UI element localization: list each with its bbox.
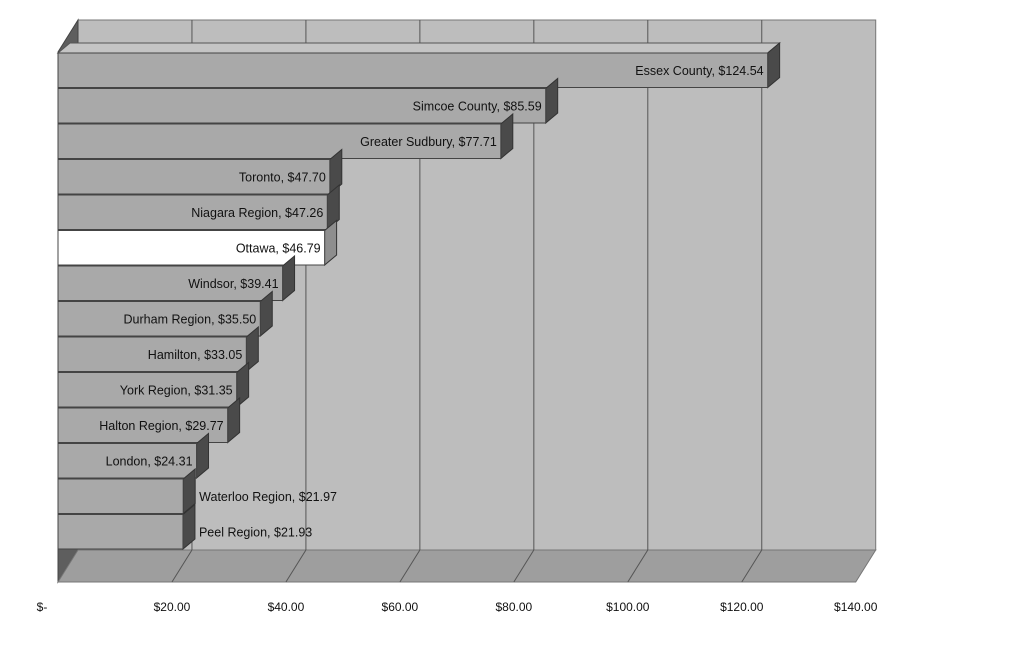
bar-front: [57, 159, 331, 195]
bar: [57, 112, 514, 160]
x-tick-label: $120.00: [720, 600, 764, 614]
bar: [57, 396, 241, 444]
bar-front: [57, 372, 238, 408]
bar: [57, 77, 559, 125]
bar-label: Halton Region, $29.77: [99, 419, 223, 433]
bar-label: London, $24.31: [106, 454, 193, 468]
bar-front: [57, 52, 769, 88]
bar-front: [57, 514, 184, 550]
bar-front: [57, 478, 184, 514]
bar-front: [57, 88, 547, 124]
gridline-floor: [285, 549, 307, 583]
bar: [57, 503, 196, 551]
x-tick-label: $140.00: [834, 600, 878, 614]
bar-label: Niagara Region, $47.26: [191, 206, 323, 220]
bar-label: Ottawa, $46.79: [236, 241, 321, 255]
bar-front: [57, 407, 229, 443]
bar: [57, 325, 259, 373]
bar-label: Waterloo Region, $21.97: [199, 490, 337, 504]
bar: [57, 219, 338, 267]
bar-label: Essex County, $124.54: [635, 64, 763, 78]
bar-front: [57, 194, 328, 230]
gridline-floor: [171, 549, 193, 583]
x-tick-label: $-: [37, 600, 48, 614]
bar: [57, 467, 196, 515]
bar-label: Durham Region, $35.50: [124, 312, 257, 326]
bar: [57, 148, 343, 196]
gridline-floor: [741, 549, 763, 583]
bar-front: [57, 265, 284, 301]
bar-label: Greater Sudbury, $77.71: [360, 135, 497, 149]
bar: [57, 254, 296, 302]
bar: [56, 41, 782, 89]
bar-front: [57, 123, 502, 159]
x-tick-label: $60.00: [382, 600, 419, 614]
bar: [57, 183, 340, 231]
gridline-floor: [399, 549, 421, 583]
chart-bars: [56, 41, 782, 551]
chart-bar-labels: Essex County, $124.54 Simcoe County, $85.…: [99, 64, 763, 540]
x-tick-label: $40.00: [268, 600, 305, 614]
bar-label: Simcoe County, $85.59: [413, 99, 542, 113]
gridline-floor: [627, 549, 649, 583]
bar: [57, 361, 250, 409]
floor: [57, 549, 877, 583]
x-tick-label: $20.00: [154, 600, 191, 614]
x-tick-label: $100.00: [606, 600, 650, 614]
bar-label: York Region, $31.35: [120, 383, 233, 397]
x-tick-label: $80.00: [495, 600, 532, 614]
bar-top: [56, 42, 782, 54]
bar-front: [57, 443, 198, 479]
bar-front: [57, 230, 326, 266]
bar-label: Peel Region, $21.93: [199, 525, 312, 539]
bar: [57, 290, 273, 338]
bar-front: [57, 336, 247, 372]
chart-x-axis: $- $20.00 $40.00 $60.00 $80.00 $100.00 $120.00…: [37, 600, 878, 614]
bar: [57, 432, 210, 480]
bar-label: Toronto, $47.70: [239, 170, 326, 184]
gridline-floor: [513, 549, 535, 583]
bar-label: Windsor, $39.41: [188, 277, 278, 291]
bar-label: Hamilton, $33.05: [148, 348, 243, 362]
bar-front: [57, 301, 261, 337]
